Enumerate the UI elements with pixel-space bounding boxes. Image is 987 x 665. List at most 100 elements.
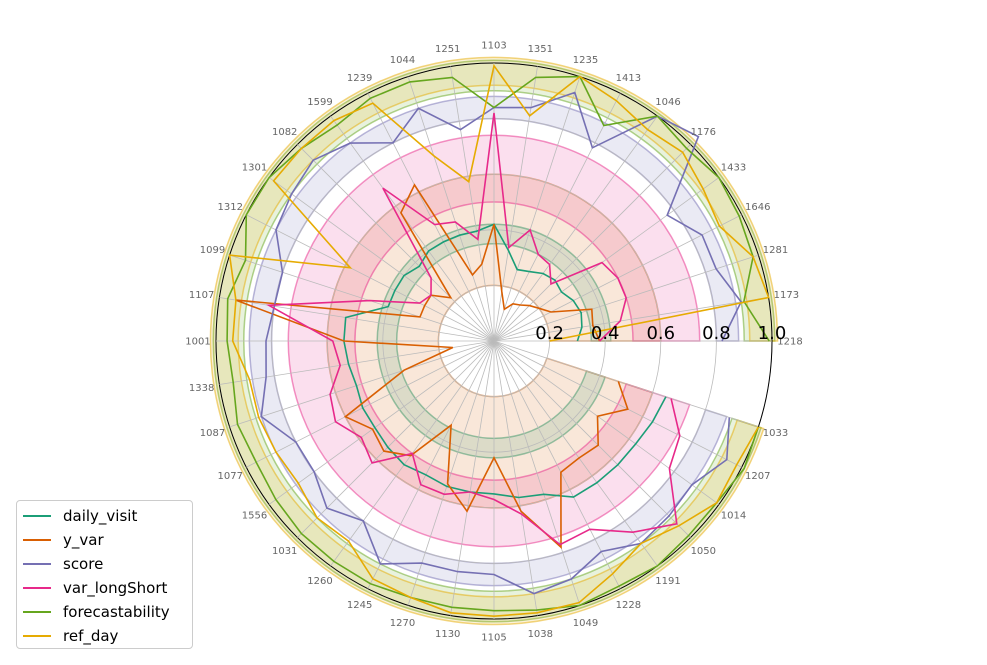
legend-swatch	[23, 563, 51, 565]
spoke-line	[493, 340, 720, 505]
legend-swatch	[23, 611, 51, 613]
legend-item-var_longShort: var_longShort	[23, 576, 186, 600]
category-label: 1270	[390, 618, 415, 629]
category-label: 1001	[185, 337, 210, 348]
spoke-line	[493, 297, 769, 342]
category-label: 1260	[307, 576, 332, 587]
legend-label: var_longShort	[63, 579, 168, 597]
spoke-line	[229, 340, 495, 428]
category-label: 1235	[573, 55, 598, 66]
category-label: 1038	[528, 629, 553, 640]
category-label: 1338	[189, 383, 214, 394]
spoke-line	[219, 340, 495, 385]
spoke-line	[367, 93, 495, 342]
legend-label: y_var	[63, 531, 104, 549]
category-label: 1099	[200, 245, 225, 256]
category-label: 1105	[481, 633, 506, 644]
radial-tick-label: 0.2	[535, 323, 564, 344]
series-line-forecastability	[226, 75, 770, 612]
spoke-line	[493, 177, 720, 342]
category-label: 1031	[272, 546, 297, 557]
spoke-line	[330, 115, 495, 342]
category-label: 1239	[347, 73, 372, 84]
spoke-line	[268, 340, 495, 505]
category-label: 1046	[655, 97, 680, 108]
category-label: 1556	[242, 510, 267, 521]
category-label: 1082	[272, 127, 297, 138]
spoke-line	[297, 144, 495, 342]
legend-swatch	[23, 515, 51, 517]
legend-item-ref_day: ref_day	[23, 624, 186, 648]
radial-tick-label: 0.8	[702, 323, 731, 344]
category-label: 1014	[721, 510, 746, 521]
category-label: 1049	[573, 618, 598, 629]
spoke-line	[493, 144, 691, 342]
legend-item-y_var: y_var	[23, 528, 186, 552]
radial-tick-label: 0.4	[591, 323, 620, 344]
spoke-line	[493, 340, 621, 589]
band-forecastability	[212, 59, 776, 623]
category-label: 1207	[745, 471, 770, 482]
category-label: 1087	[200, 428, 225, 439]
category-label: 1033	[763, 428, 788, 439]
spoke-line	[219, 297, 495, 342]
legend-swatch	[23, 539, 51, 541]
series-lines	[226, 63, 770, 618]
spoke-line	[493, 340, 581, 606]
category-label: 1050	[691, 546, 716, 557]
legend-item-daily_visit: daily_visit	[23, 504, 186, 528]
category-label: 1044	[390, 55, 415, 66]
category-label: 1245	[347, 600, 372, 611]
spoke-line	[493, 340, 742, 468]
category-label: 1191	[655, 576, 680, 587]
category-label: 1130	[435, 629, 460, 640]
spoke-line	[450, 340, 495, 616]
legend-label: daily_visit	[63, 507, 138, 525]
category-label: 1107	[189, 290, 214, 301]
spoke-line	[407, 76, 495, 342]
band-daily_visit	[376, 223, 612, 459]
spoke-line	[297, 340, 495, 538]
category-label: 1251	[435, 44, 460, 55]
spoke-line	[450, 66, 495, 342]
radial-tick-label: 0.6	[646, 323, 675, 344]
spoke-line	[246, 340, 495, 468]
category-label: 1599	[307, 97, 332, 108]
spoke-line	[268, 177, 495, 342]
legend-label: score	[63, 555, 104, 573]
band-ref_day	[209, 56, 779, 626]
category-label: 1176	[691, 127, 716, 138]
spoke-line	[229, 254, 495, 342]
category-label: 1433	[721, 163, 746, 174]
spoke-line	[493, 76, 581, 342]
series-line-var_longShort	[265, 112, 681, 546]
category-label: 1351	[528, 44, 553, 55]
legend-label: forecastability	[63, 603, 170, 621]
spoke-line	[246, 214, 495, 342]
category-label: 1077	[218, 471, 243, 482]
spoke-line	[493, 115, 658, 342]
category-label: 1301	[242, 163, 267, 174]
category-label: 1413	[616, 73, 641, 84]
series-line-score	[260, 91, 743, 595]
spoke-line	[493, 340, 759, 428]
spoke-line	[493, 340, 538, 616]
radial-tick-labels: 0.2 0.4 0.6 0.8 1.0	[535, 323, 786, 344]
legend-swatch	[23, 587, 51, 589]
radial-tick-label: 1.0	[758, 323, 787, 344]
spoke-line	[367, 340, 495, 589]
legend-swatch	[23, 635, 51, 637]
category-label: 1173	[774, 290, 799, 301]
category-label: 1228	[616, 600, 641, 611]
spoke-line	[407, 340, 495, 606]
spoke-line	[493, 66, 538, 342]
category-label: 1646	[745, 202, 770, 213]
spoke-line	[493, 340, 658, 567]
category-label: 1312	[218, 202, 243, 213]
legend-label: ref_day	[63, 627, 119, 645]
series-line-ref_day	[228, 63, 770, 618]
category-label: 1103	[481, 41, 506, 52]
category-labels: 1218 1173 1281 1646 1433 1176 1046 1413 1235 1351…	[185, 41, 802, 644]
